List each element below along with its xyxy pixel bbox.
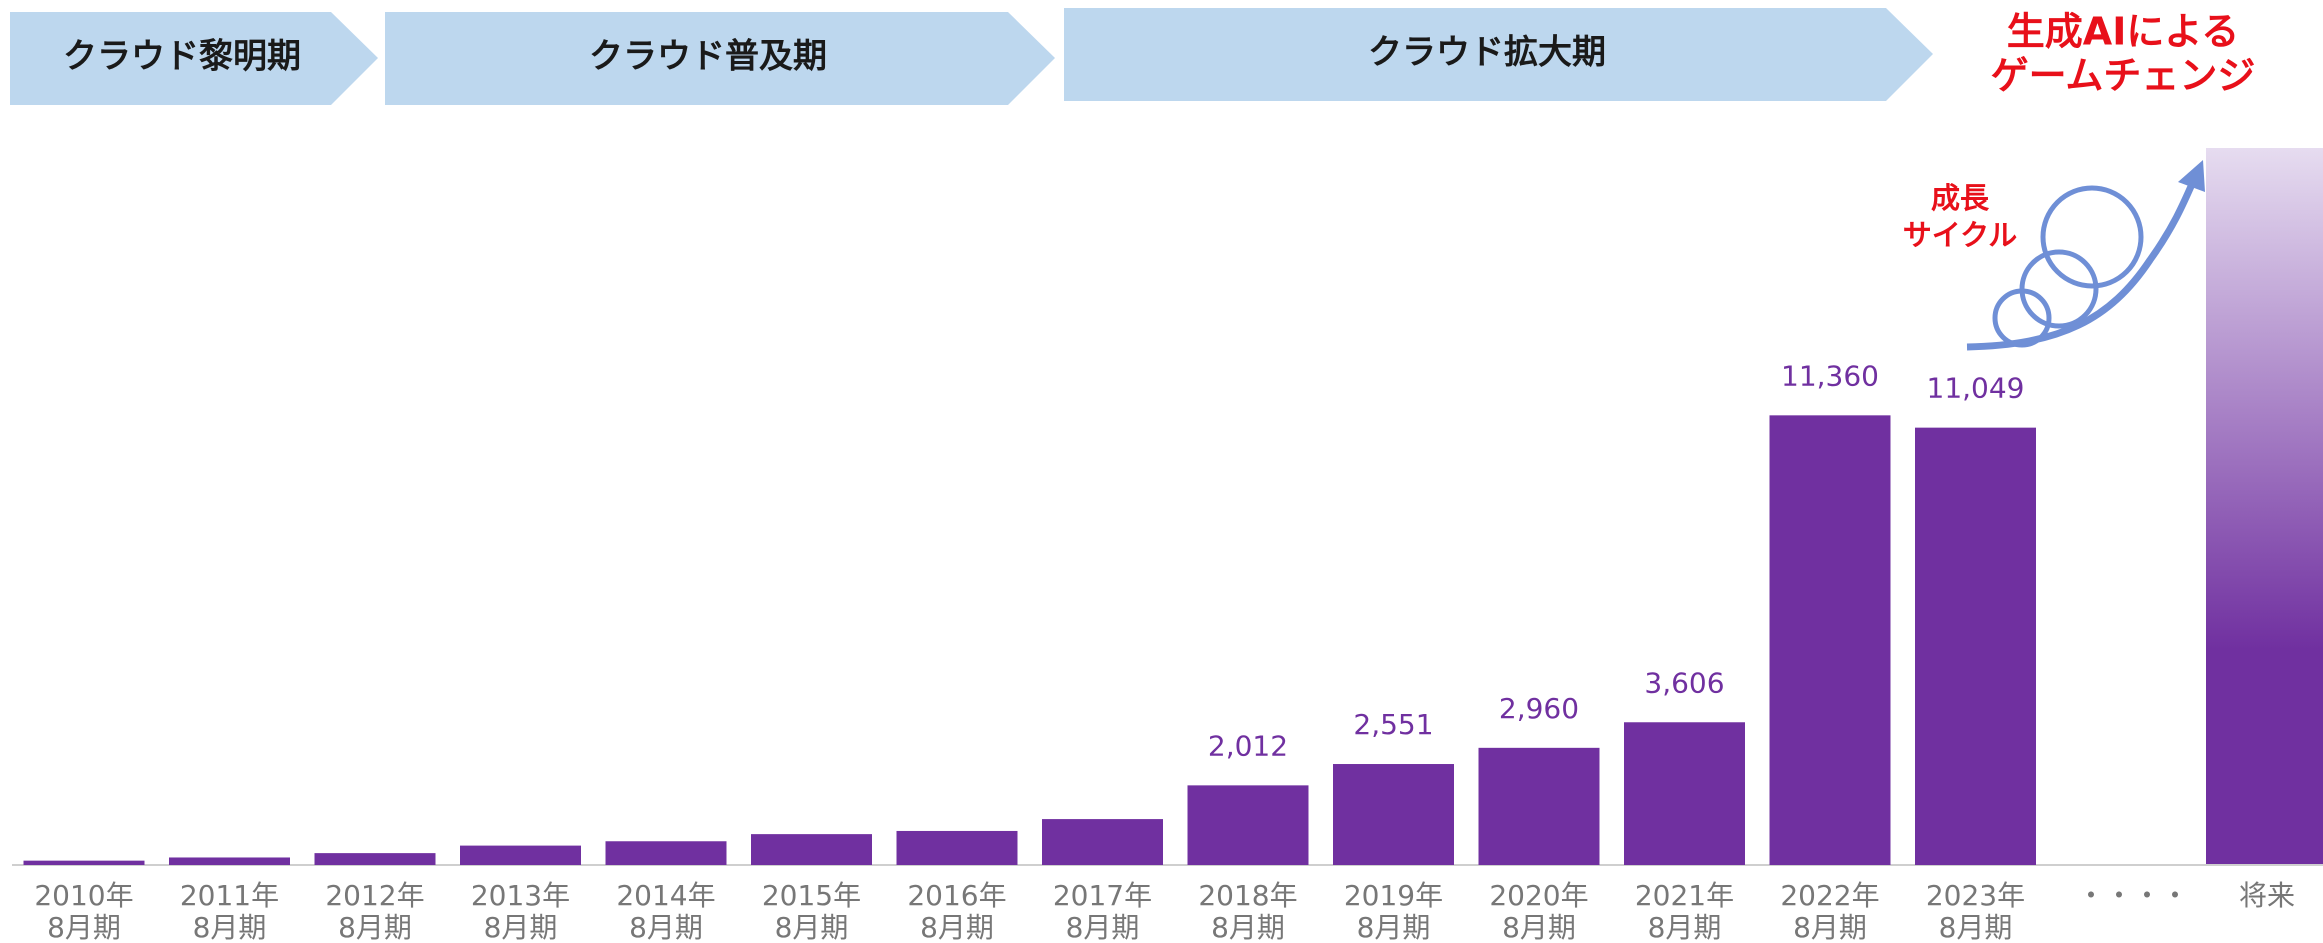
phase-label: クラウド黎明期 [63, 37, 301, 77]
future-label: 将来 [2239, 879, 2295, 912]
x-tick-label: 2016年 [907, 879, 1006, 912]
x-tick-label: 8月期 [484, 911, 558, 943]
bar [1624, 722, 1745, 865]
x-tick-label: 8月期 [1211, 911, 1285, 943]
value-label: 3,606 [1644, 666, 1724, 699]
future-bar [2206, 148, 2323, 865]
phase-label: クラウド拡大期 [1368, 33, 1606, 73]
bar [1915, 428, 2036, 865]
bar [897, 831, 1018, 865]
bar [751, 834, 872, 865]
headline: ゲームチェンジ [1991, 54, 2256, 98]
x-tick-label: 2015年 [762, 879, 861, 912]
x-tick-label: 2010年 [34, 879, 133, 912]
bar [1333, 764, 1454, 865]
x-tick-label: 8月期 [193, 911, 267, 943]
x-tick-label: 8月期 [1939, 911, 2013, 943]
bar [460, 846, 581, 865]
x-tick-label: 2018年 [1198, 879, 1297, 912]
bar [1770, 415, 1891, 865]
x-tick-label: 2017年 [1053, 879, 1152, 912]
x-tick-label: 8月期 [338, 911, 412, 943]
x-tick-label: 8月期 [1793, 911, 1867, 943]
x-tick-label: 2020年 [1489, 879, 1588, 912]
bar [1479, 748, 1600, 865]
x-tick-label: 2022年 [1780, 879, 1879, 912]
x-tick-label: 8月期 [775, 911, 849, 943]
value-label: 2,012 [1208, 729, 1288, 762]
x-tick-label: 2021年 [1635, 879, 1734, 912]
x-tick-label: 2014年 [616, 879, 715, 912]
x-tick-label: 8月期 [1357, 911, 1431, 943]
x-tick-label: 2012年 [325, 879, 424, 912]
ellipsis-label: ・・・・ [2077, 879, 2189, 912]
x-tick-label: 2019年 [1344, 879, 1443, 912]
bar [315, 853, 436, 865]
value-label: 2,551 [1353, 708, 1433, 741]
chart: クラウド黎明期 クラウド普及期 クラウド拡大期 生成AIによる ゲームチェンジ … [0, 0, 2323, 943]
x-tick-label: 2023年 [1926, 879, 2025, 912]
headline: 生成AIによる [2007, 10, 2239, 54]
x-tick-label: 8月期 [47, 911, 121, 943]
cycle-label: 成長 [1931, 181, 1990, 215]
x-tick-label: 8月期 [920, 911, 994, 943]
bar [606, 841, 727, 865]
x-tick-label: 2013年 [471, 879, 570, 912]
growth-cycle-icon [1967, 160, 2205, 347]
value-label: 2,960 [1499, 692, 1579, 725]
x-tick-label: 8月期 [1502, 911, 1576, 943]
phase-label: クラウド普及期 [589, 37, 827, 77]
cycle-label: サイクル [1903, 218, 2018, 252]
bar [169, 857, 290, 865]
x-tick-label: 8月期 [629, 911, 703, 943]
bar [24, 861, 145, 865]
x-tick-label: 8月期 [1066, 911, 1140, 943]
bar [1042, 819, 1163, 865]
x-tick-label: 8月期 [1648, 911, 1722, 943]
x-tick-label: 2011年 [180, 879, 279, 912]
value-label: 11,049 [1927, 372, 2025, 405]
bar [1188, 785, 1309, 865]
value-label: 11,360 [1781, 359, 1879, 392]
